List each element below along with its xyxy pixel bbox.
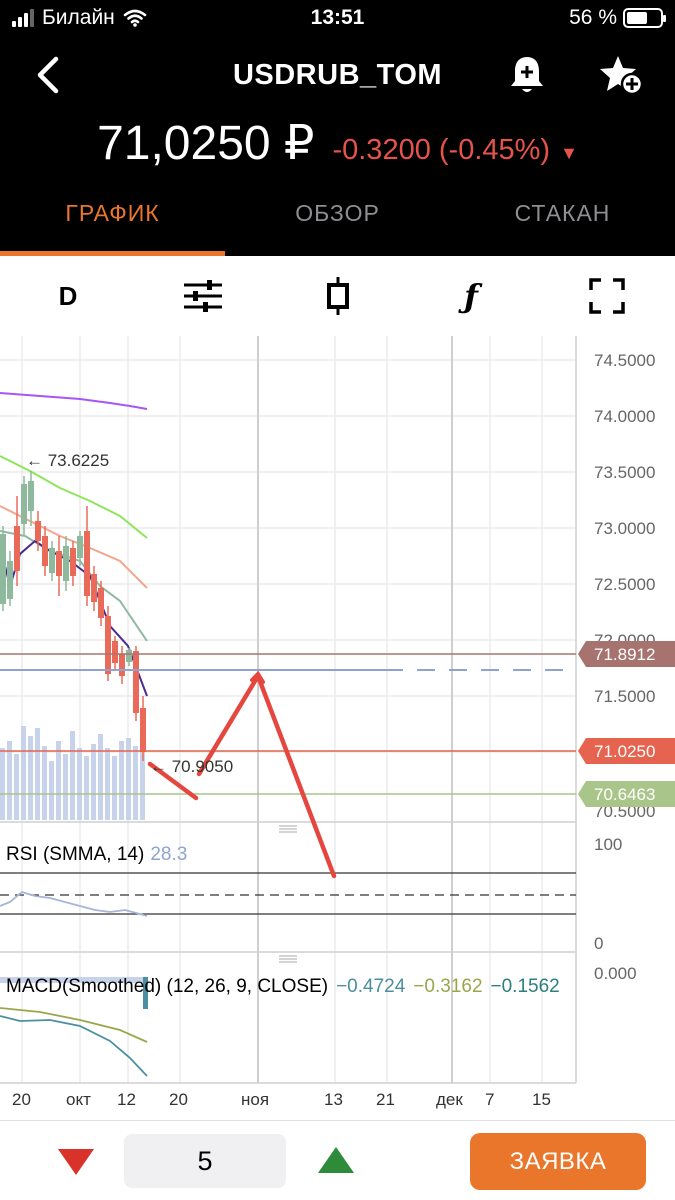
svg-text:13: 13 bbox=[324, 1090, 343, 1109]
fullscreen-icon[interactable] bbox=[585, 274, 629, 318]
battery-icon bbox=[623, 8, 666, 28]
macd-value-3: −0.1562 bbox=[490, 976, 560, 997]
price-change: -0.3200 (-0.45%) bbox=[332, 134, 551, 166]
price-tag-1: 71.8912 bbox=[578, 641, 675, 667]
bell-add-icon[interactable] bbox=[505, 53, 549, 97]
svg-text:20: 20 bbox=[12, 1090, 31, 1109]
battery-percent: 56 % bbox=[569, 6, 617, 29]
drag-handle-1[interactable] bbox=[279, 825, 297, 833]
x-axis-labels: 20 окт 12 20 ноя 13 21 дек 7 15 bbox=[12, 1090, 551, 1109]
svg-text:71.0250: 71.0250 bbox=[594, 742, 655, 761]
triangle-up-icon[interactable] bbox=[312, 1143, 360, 1179]
drag-handle-2[interactable] bbox=[279, 955, 297, 963]
svg-text:71.8912: 71.8912 bbox=[594, 645, 655, 664]
forecast-stroke-2 bbox=[196, 673, 337, 879]
signal-icon bbox=[12, 9, 34, 27]
status-bar: Билайн 13:51 56 % bbox=[0, 0, 675, 38]
svg-text:20: 20 bbox=[169, 1090, 188, 1109]
svg-text:0: 0 bbox=[594, 934, 603, 953]
svg-text:74.0000: 74.0000 bbox=[594, 407, 655, 426]
quote-row: 71,0250 ₽ -0.3200 (-0.45%) ▼ bbox=[0, 115, 675, 179]
rsi-legend[interactable]: RSI (SMMA, 14) 28.3 bbox=[6, 844, 187, 866]
svg-text:0.000: 0.000 bbox=[594, 964, 637, 983]
triangle-down-icon[interactable] bbox=[52, 1143, 100, 1179]
svg-text:71.5000: 71.5000 bbox=[594, 687, 655, 706]
last-price: 71,0250 ₽ bbox=[97, 117, 315, 170]
arrow-down-icon: ▼ bbox=[560, 143, 578, 163]
svg-text:21: 21 bbox=[376, 1090, 395, 1109]
candles bbox=[0, 471, 146, 761]
function-icon[interactable]: ƒ bbox=[464, 277, 478, 315]
tab-active-indicator bbox=[0, 251, 225, 256]
wifi-icon bbox=[123, 9, 147, 27]
svg-text:дек: дек bbox=[436, 1090, 463, 1109]
instrument-title: USDRUB_TOM bbox=[232, 59, 443, 91]
order-button[interactable]: ЗАЯВКА bbox=[470, 1133, 646, 1190]
ma-green bbox=[0, 455, 148, 539]
tab-chart[interactable]: ГРАФИК bbox=[65, 200, 160, 226]
order-bar: 5 ЗАЯВКА bbox=[0, 1120, 675, 1200]
carrier-name: Билайн bbox=[42, 6, 115, 29]
high-annotation: ← 73.6225 bbox=[26, 451, 109, 470]
macd-legend[interactable]: MACD(Smoothed) (12, 26, 9, CLOSE) −0.4724… bbox=[6, 976, 560, 998]
price-chart[interactable]: 74.5000 74.0000 73.5000 73.0000 72.5000 … bbox=[0, 336, 675, 1120]
macd-value-2: −0.3162 bbox=[413, 976, 483, 997]
rsi-line bbox=[0, 890, 148, 917]
candlestick-icon[interactable] bbox=[316, 274, 360, 318]
chart-grid bbox=[0, 336, 576, 1083]
svg-text:7: 7 bbox=[485, 1090, 494, 1109]
svg-text:74.5000: 74.5000 bbox=[594, 351, 655, 370]
macd-title: MACD(Smoothed) (12, 26, 9, CLOSE) bbox=[6, 976, 329, 997]
tab-overview[interactable]: ОБЗОР bbox=[295, 200, 380, 226]
tab-orderbook[interactable]: СТАКАН bbox=[514, 200, 611, 226]
svg-text:ноя: ноя bbox=[241, 1090, 269, 1109]
rsi-title: RSI (SMMA, 14) bbox=[6, 844, 145, 865]
price-tag-3: 70.6463 bbox=[578, 781, 675, 807]
svg-text:70.6463: 70.6463 bbox=[594, 785, 655, 804]
chart-canvas: 74.5000 74.0000 73.5000 73.0000 72.5000 … bbox=[0, 336, 675, 1109]
macd-histogram bbox=[0, 977, 148, 1009]
svg-text:окт: окт bbox=[66, 1090, 91, 1109]
price-tag-2: 71.0250 bbox=[578, 738, 675, 764]
svg-text:15: 15 bbox=[532, 1090, 551, 1109]
chevron-left-icon[interactable] bbox=[30, 53, 70, 97]
status-left: Билайн bbox=[12, 6, 147, 30]
chart-toolbar: D ƒ bbox=[0, 256, 675, 336]
svg-text:73.0000: 73.0000 bbox=[594, 519, 655, 538]
forecast-tip bbox=[250, 670, 265, 684]
chart-month-lines bbox=[257, 336, 453, 1083]
status-time: 13:51 bbox=[310, 6, 365, 29]
svg-text:100: 100 bbox=[594, 835, 622, 854]
ma-purple bbox=[0, 392, 148, 410]
low-annotation: ← 70.9050 bbox=[150, 757, 233, 776]
svg-text:72.5000: 72.5000 bbox=[594, 575, 655, 594]
interval-button[interactable]: D bbox=[58, 280, 78, 311]
sliders-icon[interactable] bbox=[181, 274, 225, 318]
rsi-value: 28.3 bbox=[150, 844, 188, 865]
volume-bars bbox=[0, 724, 145, 820]
quantity-field[interactable]: 5 bbox=[124, 1134, 286, 1188]
star-add-icon[interactable] bbox=[598, 53, 644, 97]
forecast-stroke-1 bbox=[147, 761, 199, 801]
svg-text:12: 12 bbox=[117, 1090, 136, 1109]
status-right: 56 % bbox=[569, 6, 666, 30]
macd-line bbox=[0, 1015, 148, 1077]
macd-value-1: −0.4724 bbox=[336, 976, 406, 997]
header: Билайн 13:51 56 % USDRUB_TOM bbox=[0, 0, 675, 256]
svg-text:73.5000: 73.5000 bbox=[594, 463, 655, 482]
macd-signal-line bbox=[0, 1007, 148, 1043]
tab-bar: ГРАФИК ОБЗОР СТАКАН bbox=[0, 188, 675, 256]
nav-bar: USDRUB_TOM bbox=[0, 45, 675, 105]
